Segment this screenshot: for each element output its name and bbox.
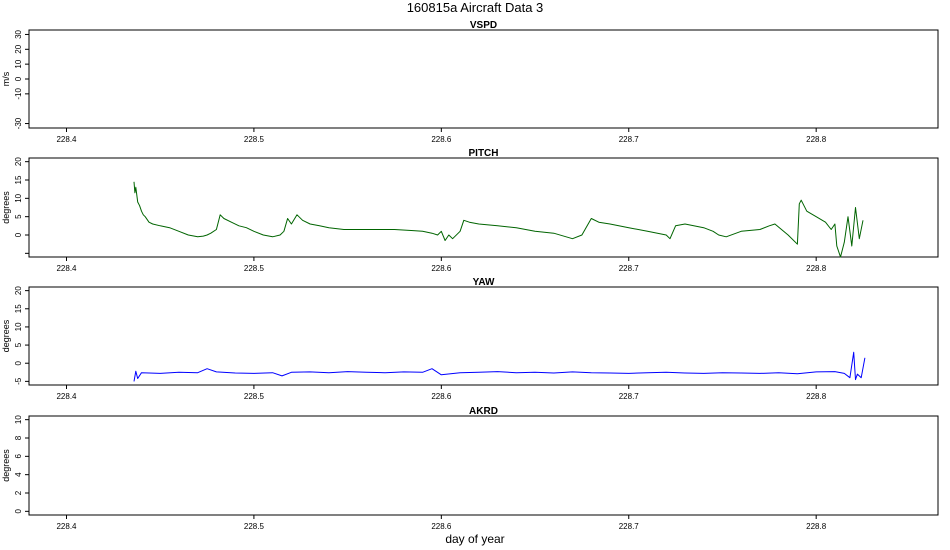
y-tick-label: 20 (14, 286, 23, 295)
y-tick-label: -5 (14, 377, 23, 385)
x-tick-label: 228.6 (431, 264, 452, 273)
x-tick-label: 228.8 (806, 264, 827, 273)
y-tick-label: 6 (14, 454, 23, 459)
x-tick-label: 228.7 (619, 522, 640, 531)
panel-title: YAW (473, 277, 495, 288)
y-tick-label: -10 (14, 88, 23, 100)
x-tick-label: 228.8 (806, 135, 827, 144)
x-tick-label: 228.4 (56, 264, 77, 273)
y-axis-label: degrees (1, 449, 11, 482)
x-tick-label: 228.4 (56, 135, 77, 144)
y-tick-label: 20 (14, 157, 23, 166)
plot-frame (28, 415, 939, 516)
panel-title: AKRD (469, 406, 498, 417)
x-tick-label: 228.4 (56, 522, 77, 531)
plot-frame (28, 286, 939, 386)
x-tick-label: 228.6 (431, 135, 452, 144)
x-tick-label: 228.6 (431, 522, 452, 531)
plot-frame (28, 157, 939, 258)
x-tick-label: 228.7 (619, 264, 640, 273)
figure-title: 160815a Aircraft Data 3 (407, 0, 544, 15)
y-tick-label: 10 (14, 59, 23, 68)
panel-akrd: AKRD 228.4 228.5 228.6 228.7 228.8 0 2 4 6 8 10 degr… (1, 406, 939, 531)
y-axis-label: degrees (1, 319, 11, 352)
y-tick-label: 2 (14, 490, 23, 495)
x-tick-label: 228.6 (431, 392, 452, 401)
y-tick-label: 5 (14, 342, 23, 347)
series-line-pitch (133, 181, 864, 258)
y-tick-label: 0 (14, 509, 23, 514)
panel-yaw: YAW 228.4 228.5 228.6 228.7 228.8 -5 0 5 10 15 20 de… (1, 277, 939, 401)
x-tick-label: 228.4 (56, 392, 77, 401)
y-tick-label: 15 (14, 304, 23, 313)
x-tick-label: 228.5 (244, 264, 265, 273)
x-axis-title: day of year (445, 532, 504, 546)
series-line-yaw (133, 351, 866, 382)
y-tick-label: 15 (14, 175, 23, 184)
y-tick-label: 0 (14, 360, 23, 365)
panel-pitch: PITCH 228.4 228.5 228.6 228.7 228.8 0 5 10 15 20 de… (1, 148, 939, 273)
x-tick-label: 228.5 (244, 392, 265, 401)
panel-vspd: VSPD 228.4 228.5 228.6 228.7 228.8 -30 -10 0 10 20… (1, 20, 939, 144)
x-tick-label: 228.8 (806, 522, 827, 531)
y-axis-label: degrees (1, 191, 11, 224)
y-tick-label: 5 (14, 214, 23, 219)
panel-title: VSPD (470, 20, 497, 31)
x-tick-label: 228.5 (244, 522, 265, 531)
panel-title: PITCH (469, 148, 499, 159)
y-tick-label: 4 (14, 472, 23, 477)
plot-frame (28, 29, 939, 129)
x-tick-label: 228.8 (806, 392, 827, 401)
y-axis-label: m/s (1, 71, 11, 86)
x-tick-label: 228.7 (619, 392, 640, 401)
y-tick-label: 0 (14, 232, 23, 237)
y-tick-label: 0 (14, 76, 23, 81)
y-tick-label: 10 (14, 415, 23, 424)
y-tick-label: 20 (14, 44, 23, 53)
y-tick-label: 8 (14, 435, 23, 440)
x-tick-label: 228.7 (619, 135, 640, 144)
y-tick-label: 10 (14, 193, 23, 202)
y-tick-label: 10 (14, 322, 23, 331)
x-tick-label: 228.5 (244, 135, 265, 144)
y-tick-label: -30 (14, 117, 23, 129)
y-tick-label: 30 (14, 29, 23, 38)
